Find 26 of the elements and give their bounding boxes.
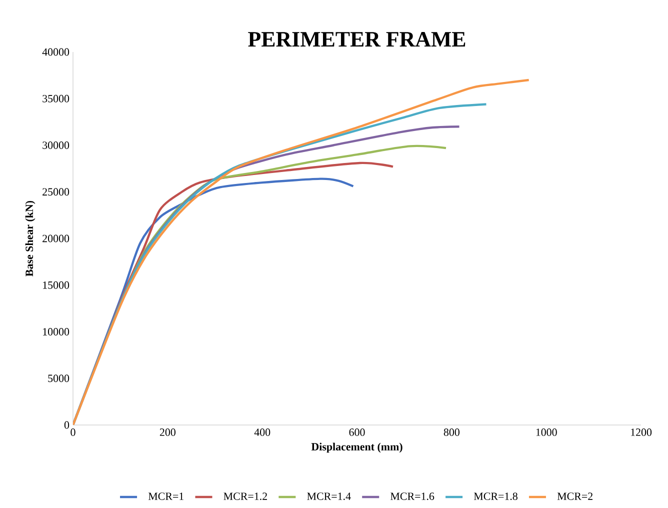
- legend-label: MCR=1.4: [307, 492, 351, 500]
- x-tick-label: 600: [349, 428, 365, 436]
- y-tick-label: 20000: [42, 234, 70, 242]
- y-tick-label: 15000: [43, 281, 70, 289]
- y-tick-label: 25000: [42, 188, 70, 196]
- legend-label: MCR=1.6: [390, 492, 434, 500]
- y-tick-label: 5000: [48, 374, 70, 382]
- x-tick-label: 0: [70, 428, 76, 436]
- y-tick-label: 0: [64, 421, 70, 429]
- y-tick-label: 40000: [42, 48, 70, 56]
- x-tick-label: 200: [160, 428, 176, 436]
- y-tick-label: 10000: [43, 328, 70, 336]
- x-tick-label: 1200: [631, 428, 652, 436]
- legend-label: MCR=1.8: [474, 492, 518, 500]
- x-axis-title: Displacement (mm): [311, 442, 402, 453]
- y-tick-label: 30000: [42, 142, 70, 149]
- y-tick-label: 35000: [42, 94, 70, 102]
- x-tick-label: 800: [444, 428, 460, 436]
- line-series: [73, 78, 530, 425]
- y-axis-title: Base Shear (kN): [25, 200, 36, 276]
- legend-label: MCR=1.2: [224, 492, 267, 500]
- x-tick-label: 1000: [536, 428, 557, 436]
- x-tick-label: 400: [254, 428, 270, 436]
- legend-label: MCR=1: [148, 492, 184, 500]
- chart-title: PERIMETER FRAME: [248, 32, 466, 46]
- legend-label: MCR=2: [557, 492, 592, 500]
